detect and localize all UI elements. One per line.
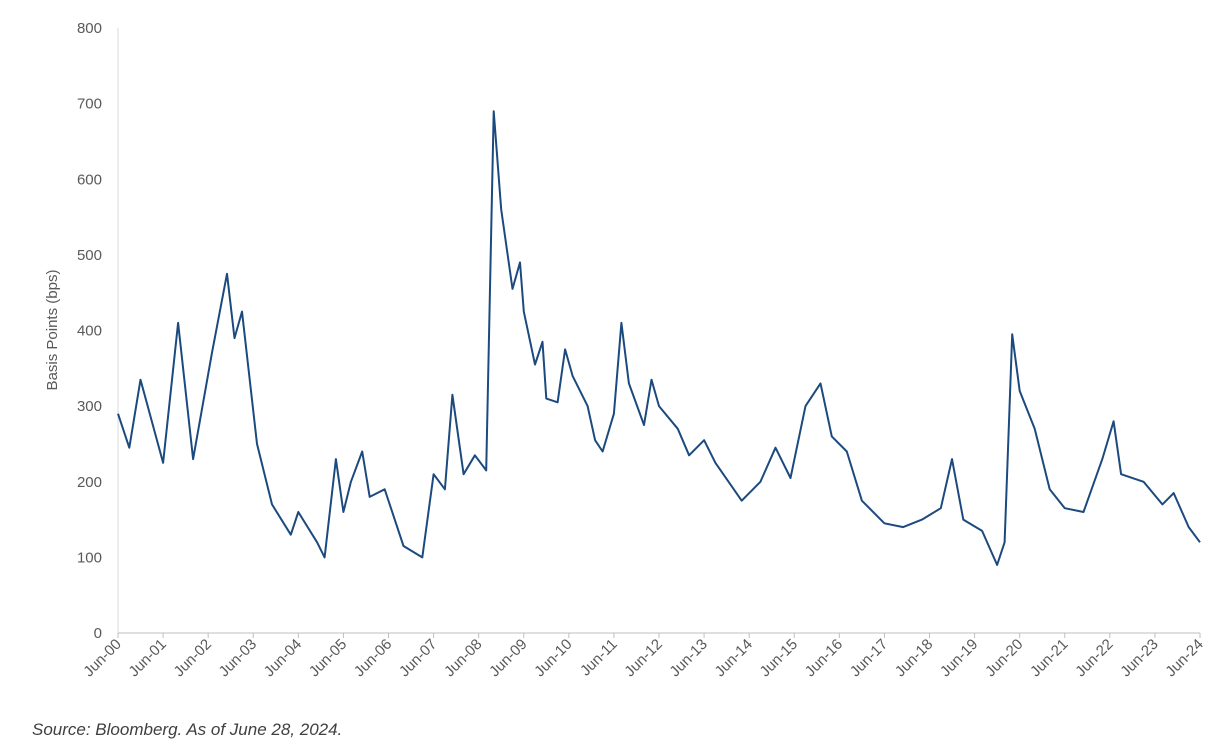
x-tick-label: Jun-00: [80, 636, 124, 680]
x-tick-label: Jun-04: [261, 636, 305, 680]
x-tick-label: Jun-03: [216, 636, 260, 680]
x-tick-label: Jun-06: [351, 636, 395, 680]
x-tick-label: Jun-15: [757, 636, 801, 680]
x-tick-label: Jun-09: [486, 636, 530, 680]
x-tick-label: Jun-19: [937, 636, 981, 680]
y-tick-label: 800: [77, 20, 102, 37]
x-tick-label: Jun-11: [577, 636, 621, 680]
line-series: [117, 110, 1201, 566]
x-tick-label: Jun-02: [171, 636, 215, 680]
x-tick-label: Jun-10: [531, 636, 575, 680]
x-tick-label: Jun-07: [396, 636, 440, 680]
y-tick-label: 300: [77, 398, 102, 415]
x-tick-label: Jun-12: [621, 636, 665, 680]
x-tick-label: Jun-17: [847, 636, 891, 680]
y-tick-label: 600: [77, 171, 102, 188]
y-tick-label: 0: [94, 625, 102, 642]
y-axis-title: Basis Points (bps): [44, 270, 61, 391]
y-tick-label: 400: [77, 323, 102, 340]
x-tick-label: Jun-14: [712, 636, 756, 680]
x-tick-label: Jun-22: [1072, 636, 1116, 680]
x-tick-label: Jun-05: [306, 636, 350, 680]
x-tick-label: Jun-20: [982, 636, 1026, 680]
y-tick-label: 700: [77, 96, 102, 113]
y-tick-label: 100: [77, 549, 102, 566]
x-tick-label: Jun-08: [441, 636, 485, 680]
y-tick-label: 200: [77, 474, 102, 491]
x-tick-label: Jun-13: [666, 636, 710, 680]
x-tick-label: Jun-21: [1027, 636, 1071, 680]
x-tick-label: Jun-24: [1162, 636, 1206, 680]
x-tick-label: Jun-23: [1117, 636, 1161, 680]
y-tick-label: 500: [77, 247, 102, 264]
x-tick-label: Jun-16: [802, 636, 846, 680]
x-tick-label: Jun-01: [125, 636, 169, 680]
source-note: Source: Bloomberg. As of June 28, 2024.: [32, 720, 342, 739]
x-tick-label: Jun-18: [892, 636, 936, 680]
